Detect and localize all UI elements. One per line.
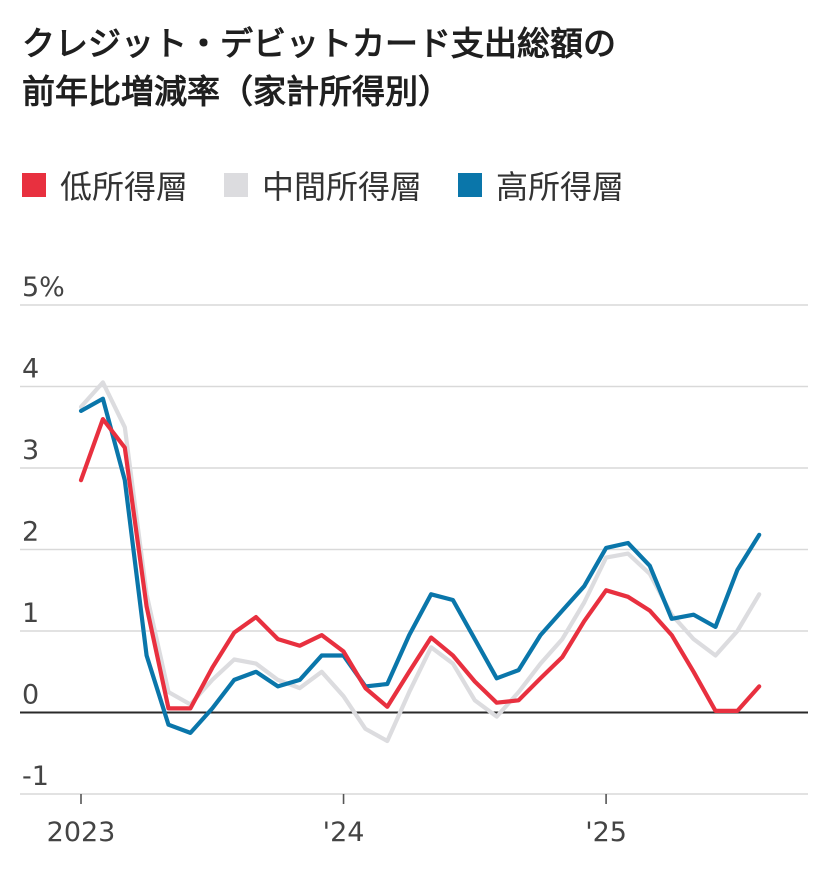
series-line-2 (78, 417, 762, 713)
legend-label-high-income: 高所得層 (496, 168, 625, 206)
y-tick-label-6: -1 (22, 761, 49, 792)
line-chart: 5% 4 3 2 1 0 -1 2023 '24 '25 (20, 272, 808, 848)
legend-label-low-income: 低所得層 (60, 168, 189, 206)
y-tick-label-5: 0 (22, 680, 39, 711)
y-tick-label-1: 4 (22, 354, 39, 385)
y-tick-label-3: 2 (22, 517, 39, 548)
legend-swatch-middle-income (224, 173, 249, 197)
legend: 低所得層 中間所得層 高所得層 (22, 160, 660, 210)
series-line-0 (78, 380, 762, 744)
legend-item-low-income: 低所得層 (22, 162, 188, 208)
y-tick-label-0: 5% (22, 272, 65, 303)
series-line-1 (78, 396, 762, 735)
x-tick-label-2: '25 (585, 817, 627, 848)
chart-title-line-2: 前年比増減率（家計所得別） (22, 72, 451, 111)
legend-label-middle-income: 中間所得層 (262, 168, 423, 206)
y-tick-label-2: 3 (22, 435, 39, 466)
x-tick-label-1: '24 (323, 817, 365, 848)
x-tick-label-0: 2023 (47, 817, 116, 848)
legend-item-high-income: 高所得層 (458, 162, 624, 208)
chart-title-line-1: クレジット・デビットカード支出総額の (22, 24, 616, 63)
legend-swatch-high-income (458, 173, 483, 197)
chart-title: クレジット・デビットカード支出総額の 前年比増減率（家計所得別） (22, 20, 812, 116)
legend-swatch-low-income (22, 173, 46, 197)
legend-item-middle-income: 中間所得層 (224, 162, 422, 208)
y-tick-label-4: 1 (22, 598, 39, 629)
